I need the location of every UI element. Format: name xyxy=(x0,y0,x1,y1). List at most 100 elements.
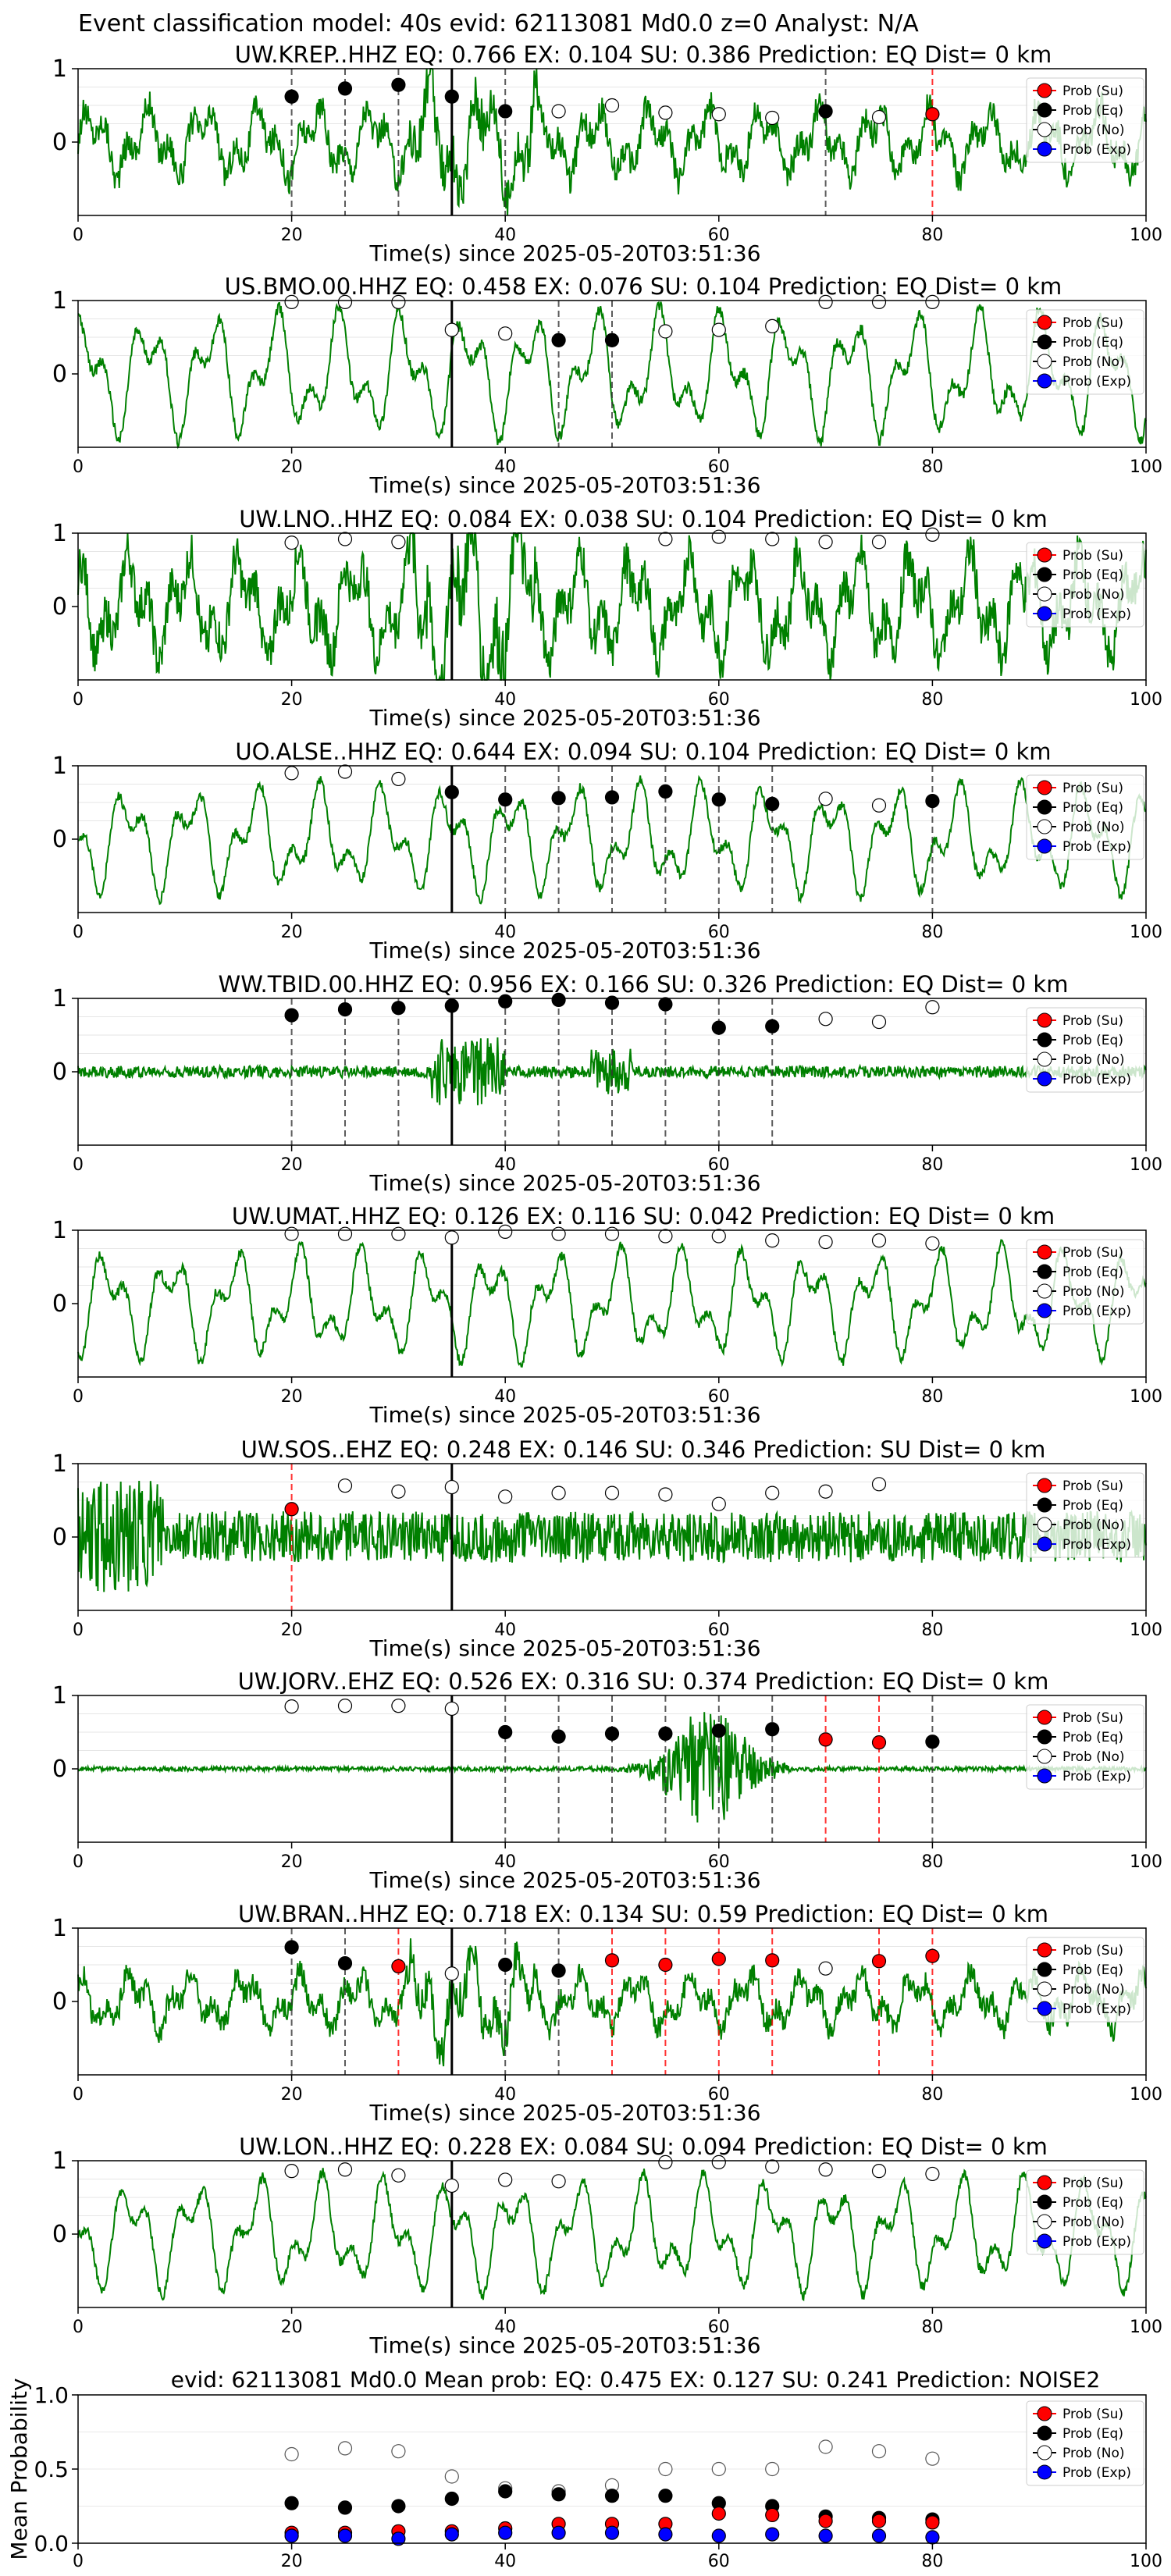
x-tick-label: 20 xyxy=(281,2552,303,2571)
legend-label: Prob (Exp) xyxy=(1062,1304,1131,1319)
legend-label: Prob (No) xyxy=(1062,587,1125,603)
y-tick-label: 1 xyxy=(52,1217,67,1244)
legend-marker xyxy=(1037,606,1052,621)
prob-marker-no xyxy=(818,535,833,550)
mean-prob-marker xyxy=(765,2461,780,2477)
station-panel: 0 20 40 60 80 100 1 0 WW.TBID.00.HHZ EQ: 0.956 E… xyxy=(52,971,1162,1196)
prob-marker-no xyxy=(391,535,406,550)
legend-marker xyxy=(1037,1071,1052,1087)
legend-marker xyxy=(1037,2406,1052,2421)
legend-label: Prob (No) xyxy=(1062,1982,1125,1998)
waveform-trace xyxy=(77,1239,1147,1368)
panel-title: US.BMO.00.HHZ EQ: 0.458 EX: 0.076 SU: 0.… xyxy=(225,273,1062,300)
legend-label: Prob (Su) xyxy=(1062,1710,1123,1726)
x-tick-label: 80 xyxy=(921,923,943,942)
x-tick-label: 100 xyxy=(1130,923,1162,942)
x-tick-label: 100 xyxy=(1130,1387,1162,1407)
prob-marker-eq xyxy=(604,995,620,1010)
x-tick-label: 100 xyxy=(1130,2085,1162,2105)
prob-marker-no xyxy=(925,294,940,309)
legend-label: Prob (No) xyxy=(1062,820,1125,835)
x-tick-label: 80 xyxy=(921,226,943,245)
legend-label: Prob (Exp) xyxy=(1062,2234,1131,2250)
prob-marker-no xyxy=(284,294,299,309)
legend-box xyxy=(1026,774,1144,860)
mean-prob-marker xyxy=(604,2489,620,2503)
y-tick-label: 1 xyxy=(52,1915,67,1942)
prob-marker-eq xyxy=(498,1724,513,1740)
y-tick-label: 0 xyxy=(52,361,67,388)
panel-title: UW.LON..HHZ EQ: 0.228 EX: 0.084 SU: 0.09… xyxy=(239,2133,1048,2160)
legend-label: Prob (Exp) xyxy=(1062,839,1131,855)
legend-label: Prob (Su) xyxy=(1062,1245,1123,1261)
panel-title: UW.LNO..HHZ EQ: 0.084 EX: 0.038 SU: 0.10… xyxy=(239,506,1048,532)
x-tick-label: 20 xyxy=(281,690,303,710)
legend-marker xyxy=(1037,1283,1052,1299)
prob-marker-su xyxy=(765,1953,780,1968)
x-tick-label: 0 xyxy=(73,1621,84,1640)
legend-label: Prob (Eq) xyxy=(1062,103,1123,119)
legend-marker xyxy=(1037,567,1052,582)
legend-marker xyxy=(1037,141,1052,157)
legend-box xyxy=(1026,1937,1144,2023)
mean-prob-marker xyxy=(551,2487,566,2502)
prob-marker-no xyxy=(498,2172,513,2187)
prob-marker-eq xyxy=(658,997,673,1012)
prob-marker-su xyxy=(711,1952,726,1966)
y-tick-label: 1 xyxy=(52,287,67,315)
figure-title: Event classification model: 40s evid: 62… xyxy=(78,10,919,37)
x-tick-label: 60 xyxy=(708,1621,730,1640)
station-panel: 0 20 40 60 80 100 1 0 UW.KREP..HHZ EQ: 0.766 EX:… xyxy=(52,41,1162,266)
x-tick-label: 0 xyxy=(73,1155,84,1175)
mean-prob-marker xyxy=(658,2461,673,2477)
legend-label: Prob (Su) xyxy=(1062,781,1123,796)
legend-marker xyxy=(1037,799,1052,815)
legend-marker xyxy=(1037,1981,1052,1997)
x-axis-label: Time(s) since 2025-05-20T03:51:36 xyxy=(368,240,760,266)
x-tick-label: 20 xyxy=(281,923,303,942)
prob-marker-no xyxy=(391,2168,406,2183)
x-tick-label: 100 xyxy=(1130,690,1162,710)
prob-marker-eq xyxy=(711,1020,726,1035)
prob-marker-no xyxy=(551,1485,566,1500)
legend-label: Prob (No) xyxy=(1062,2446,1125,2461)
mean-prob-marker xyxy=(604,2525,620,2540)
panel-title: UW.BRAN..HHZ EQ: 0.718 EX: 0.134 SU: 0.5… xyxy=(238,1901,1048,1927)
legend-marker xyxy=(1037,373,1052,389)
x-tick-label: 60 xyxy=(708,1155,730,1175)
legend-marker xyxy=(1037,354,1052,369)
mean-prob-marker xyxy=(337,2441,353,2456)
x-tick-label: 20 xyxy=(281,2318,303,2337)
x-tick-label: 60 xyxy=(708,2552,730,2571)
prob-marker-no xyxy=(658,324,673,339)
y-tick-label: 0 xyxy=(52,593,67,621)
mean-prob-marker xyxy=(871,2514,887,2528)
y-tick-label: 0 xyxy=(52,1756,67,1783)
prob-marker-no xyxy=(925,2166,940,2182)
legend-marker xyxy=(1037,102,1052,118)
mean-prob-marker xyxy=(498,2525,513,2540)
x-tick-label: 0 xyxy=(73,1387,84,1407)
legend-label: Prob (Eq) xyxy=(1062,1033,1123,1048)
x-tick-label: 80 xyxy=(921,1155,943,1175)
waveform-trace xyxy=(77,68,1147,216)
prob-marker-eq xyxy=(337,81,353,96)
mean-probability-panel: 0 20 40 60 80 100 1.0 0.5 0.0 evid: 62113081 Md0.… xyxy=(6,2367,1162,2571)
x-tick-label: 80 xyxy=(921,457,943,477)
x-tick-label: 100 xyxy=(1130,1621,1162,1640)
prob-marker-no xyxy=(925,527,940,542)
mean-prob-marker xyxy=(337,2500,353,2515)
prob-marker-no xyxy=(765,318,780,333)
prob-marker-eq xyxy=(284,1008,299,1023)
legend-marker xyxy=(1037,2445,1052,2460)
x-tick-label: 80 xyxy=(921,2318,943,2337)
y-tick-label: 0 xyxy=(52,1059,67,1086)
x-tick-label: 0 xyxy=(73,1852,84,1872)
waveform-trace xyxy=(77,2168,1147,2302)
prob-marker-eq xyxy=(604,1726,620,1741)
x-tick-label: 100 xyxy=(1130,457,1162,477)
prob-marker-eq xyxy=(658,1726,673,1741)
legend-marker xyxy=(1037,1264,1052,1279)
x-tick-label: 0 xyxy=(73,2085,84,2105)
station-panel: 0 20 40 60 80 100 1 0 UO.ALSE..HHZ EQ: 0.644 EX:… xyxy=(52,738,1162,963)
